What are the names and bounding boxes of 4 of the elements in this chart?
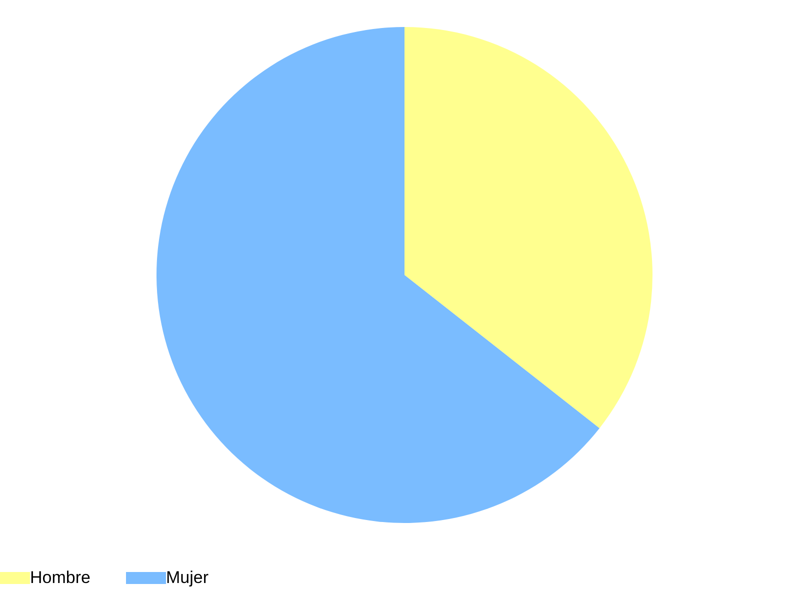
- legend-label: Hombre: [30, 568, 90, 587]
- pie-slice: [404, 27, 652, 428]
- pie-slice: [156, 27, 600, 523]
- legend-label: Mujer: [166, 568, 209, 587]
